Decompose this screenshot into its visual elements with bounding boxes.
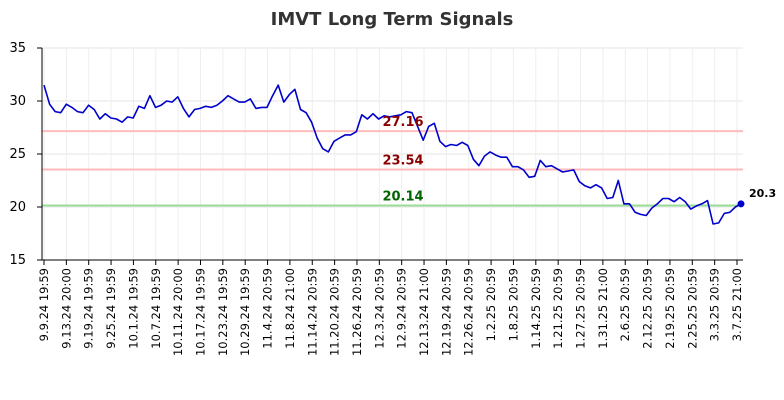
chart-title: IMVT Long Term Signals bbox=[271, 9, 514, 30]
x-tick-label: 1.21.25 20:59 bbox=[551, 268, 565, 349]
y-tick-label: 15 bbox=[9, 253, 26, 268]
axes bbox=[37, 47, 743, 265]
y-tick-label: 25 bbox=[9, 147, 26, 162]
x-tick-label: 11.20.24 20:59 bbox=[328, 268, 342, 356]
x-tick-label: 12.3.24 20:59 bbox=[372, 268, 386, 349]
last-value-label: 20.3 bbox=[749, 187, 776, 200]
signal-level-label: 20.14 bbox=[382, 190, 423, 205]
x-tick-label: 1.8.25 20:59 bbox=[506, 268, 520, 341]
signal-level-label: 23.54 bbox=[382, 153, 423, 168]
y-tick-label: 35 bbox=[9, 41, 26, 56]
y-tick-labels: 15 20 25 30 35 bbox=[9, 41, 26, 268]
price-line bbox=[43, 84, 742, 225]
x-tick-label: 12.26.24 20:59 bbox=[462, 268, 476, 356]
x-tick-label: 2.19.25 20:59 bbox=[663, 268, 677, 349]
signal-levels bbox=[42, 130, 743, 207]
x-tick-label: 3.3.25 20:59 bbox=[708, 268, 722, 341]
x-tick-label: 3.7.25 21:00 bbox=[730, 268, 744, 341]
x-tick-label: 11.14.24 20:59 bbox=[305, 268, 319, 356]
x-tick-label: 10.29.24 19:59 bbox=[238, 268, 252, 356]
x-tick-label: 12.9.24 20:59 bbox=[395, 268, 409, 349]
x-tick-label: 10.11.24 20:00 bbox=[171, 268, 185, 356]
x-tick-label: 2.25.25 20:59 bbox=[685, 268, 699, 349]
last-value-marker bbox=[737, 200, 745, 208]
x-tick-label: 11.8.24 21:00 bbox=[283, 268, 297, 349]
y-tick-label: 20 bbox=[9, 200, 26, 215]
x-tick-label: 9.9.24 19:59 bbox=[37, 268, 51, 341]
x-tick-label: 12.19.24 20:59 bbox=[439, 268, 453, 356]
x-tick-label: 1.14.25 20:59 bbox=[529, 268, 543, 349]
x-tick-label: 1.2.25 20:59 bbox=[484, 268, 498, 341]
last-value: 20.3 bbox=[737, 187, 776, 208]
signal-level-labels: 27.16 23.54 20.14 bbox=[382, 115, 423, 204]
x-tick-label: 11.4.24 20:59 bbox=[261, 268, 275, 349]
x-tick-label: 11.26.24 20:59 bbox=[350, 268, 364, 356]
y-tick-label: 30 bbox=[9, 94, 26, 109]
x-tick-label: 2.6.25 20:59 bbox=[618, 268, 632, 341]
series bbox=[43, 84, 742, 225]
x-tick-label: 10.17.24 19:59 bbox=[193, 268, 207, 356]
x-tick-label: 1.27.25 20:59 bbox=[574, 268, 588, 349]
x-tick-label: 12.13.24 21:00 bbox=[417, 268, 431, 356]
signal-level-label: 27.16 bbox=[382, 115, 423, 130]
x-tick-label: 9.13.24 20:00 bbox=[59, 268, 73, 349]
x-tick-label: 9.25.24 19:59 bbox=[104, 268, 118, 349]
x-tick-label: 1.31.25 21:00 bbox=[596, 268, 610, 349]
x-tick-labels: 9.9.24 19:59 9.13.24 20:00 9.19.24 19:59 9.… bbox=[37, 268, 744, 356]
x-tick-label: 10.1.24 19:59 bbox=[126, 268, 140, 349]
grid bbox=[42, 47, 743, 261]
x-tick-label: 10.23.24 19:59 bbox=[216, 268, 230, 356]
x-tick-label: 2.12.25 20:59 bbox=[641, 268, 655, 349]
x-tick-label: 10.7.24 19:59 bbox=[149, 268, 163, 349]
x-tick-label: 9.19.24 19:59 bbox=[82, 268, 96, 349]
